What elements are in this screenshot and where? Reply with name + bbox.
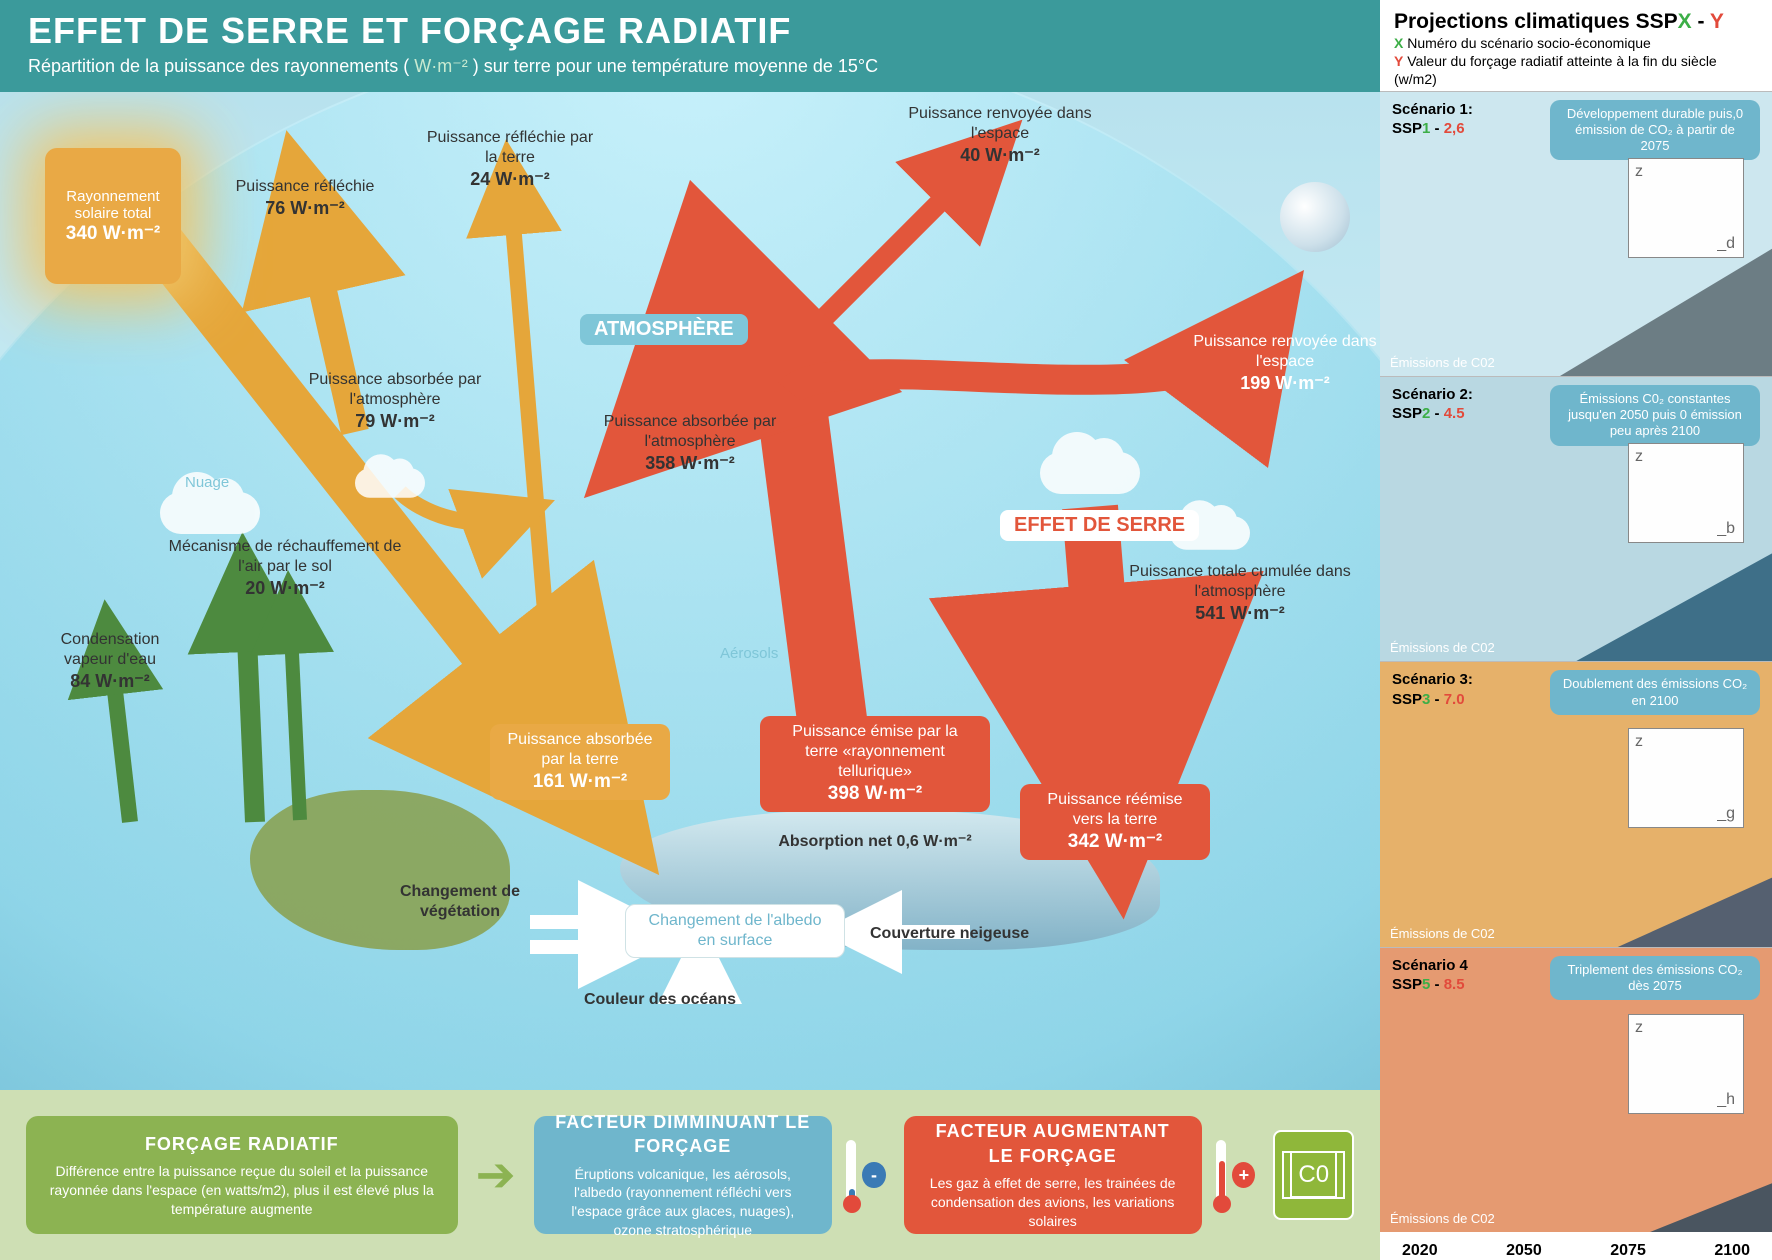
thermometer-icon bbox=[1216, 1140, 1227, 1210]
thermometer-icon bbox=[846, 1140, 857, 1210]
scenario-desc: Triplement des émissions CO₂ dès 2075 bbox=[1550, 956, 1760, 1001]
reflected-earth-label: Puissance réfléchie par la terre24 W·m⁻² bbox=[420, 128, 600, 191]
projections-panel: Projections climatiques SSPX - Y X Numér… bbox=[1380, 0, 1772, 1260]
timeline-axis: 2020 2050 2075 2100 bbox=[1380, 1232, 1772, 1260]
absorbed-earth-pill: Puissance absorbée par la terre161 W·m⁻² bbox=[490, 724, 670, 800]
aerosols-label: Aérosols bbox=[720, 645, 778, 662]
absorbed-atmo-label: Puissance absorbée par l'atmosphère79 W·… bbox=[300, 370, 490, 433]
emissions-label: Émissions de C02 bbox=[1390, 1211, 1495, 1226]
reflected-atmo-label: Puissance réfléchie76 W·m⁻² bbox=[225, 177, 385, 220]
scenario-desc: Doublement des émissions CO₂ en 2100 bbox=[1550, 670, 1760, 715]
emissions-label: Émissions de C02 bbox=[1390, 640, 1495, 655]
sent-space-label: Puissance renvoyée dans l'espace40 W·m⁻² bbox=[900, 104, 1100, 167]
header: EFFET DE SERRE ET FORÇAGE RADIATIF Répar… bbox=[0, 0, 1380, 92]
projections-header: Projections climatiques SSPX - Y X Numér… bbox=[1380, 0, 1772, 91]
scenario-label: Scénario 1: SSP1 - 2,6 bbox=[1392, 100, 1473, 139]
cloud-icon bbox=[1040, 452, 1140, 494]
mini-chart: z_h bbox=[1628, 1014, 1744, 1114]
albedo-center-box: Changement de l'albedo en surface bbox=[625, 904, 845, 958]
total-atmo-label: Puissance totale cumulée dans l'atmosphè… bbox=[1125, 562, 1355, 625]
absorption-net-label: Absorption net 0,6 W·m⁻² bbox=[760, 832, 990, 852]
facteur-augmentant-card: FACTEUR AUGMENTANT LE FORÇAGE Les gaz à … bbox=[904, 1116, 1202, 1234]
emissions-label: Émissions de C02 bbox=[1390, 926, 1495, 941]
page-subtitle: Répartition de la puissance des rayonnem… bbox=[28, 56, 1352, 77]
ocean-label: Couleur des océans bbox=[560, 990, 760, 1010]
mini-chart: z_b bbox=[1628, 443, 1744, 543]
absorbed-atmo2-label: Puissance absorbée par l'atmosphère358 W… bbox=[590, 412, 790, 475]
cloud-icon bbox=[160, 492, 260, 534]
scenario-row: Scénario 4 SSP5 - 8.5 Triplement des émi… bbox=[1380, 947, 1772, 1232]
scenario-desc: Émissions C0₂ constantes jusqu'en 2050 p… bbox=[1550, 385, 1760, 446]
radiation-diagram: Rayonnement solaire total 340 W·m⁻² Puis… bbox=[0, 92, 1380, 1090]
plus-badge: + bbox=[1232, 1162, 1255, 1188]
forcage-card: FORÇAGE RADIATIF Différence entre la pui… bbox=[26, 1116, 458, 1234]
cloud-icon bbox=[355, 468, 425, 497]
vegetation-label: Changement de végétation bbox=[360, 882, 560, 922]
atmosphere-tag: ATMOSPHÈRE bbox=[580, 314, 748, 345]
scenario-row: Scénario 2: SSP2 - 4.5 Émissions C0₂ con… bbox=[1380, 376, 1772, 661]
scenario-label: Scénario 4 SSP5 - 8.5 bbox=[1392, 956, 1468, 995]
reemitted-pill: Puissance réémise vers la terre342 W·m⁻² bbox=[1020, 784, 1210, 860]
mini-chart: z_d bbox=[1628, 158, 1744, 258]
sun-box: Rayonnement solaire total 340 W·m⁻² bbox=[45, 148, 181, 284]
page-title: EFFET DE SERRE ET FORÇAGE RADIATIF bbox=[28, 10, 1352, 52]
scenario-label: Scénario 2: SSP2 - 4.5 bbox=[1392, 385, 1473, 424]
condensation-label: Condensation vapeur d'eau84 W·m⁻² bbox=[40, 630, 180, 693]
facteur-diminuant-card: FACTEUR DIMMINUANT LE FORÇAGE Éruptions … bbox=[534, 1116, 832, 1234]
scenario-label: Scénario 3: SSP3 - 7.0 bbox=[1392, 670, 1473, 709]
logo-badge: C0 bbox=[1273, 1130, 1354, 1220]
sent-space2-label: Puissance renvoyée dans l'espace199 W·m⁻… bbox=[1190, 332, 1380, 395]
nuage-label: Nuage bbox=[185, 474, 229, 491]
mini-chart: z_g bbox=[1628, 728, 1744, 828]
minus-badge: - bbox=[862, 1162, 885, 1188]
scenario-desc: Développement durable puis,0 émission de… bbox=[1550, 100, 1760, 161]
emissions-label: Émissions de C02 bbox=[1390, 355, 1495, 370]
arrow-icon: ➔ bbox=[476, 1147, 516, 1203]
heating-label: Mécanisme de réchauffement de l'air par … bbox=[160, 537, 410, 600]
effet-serre-tag: EFFET DE SERRE bbox=[1000, 510, 1199, 541]
scenario-row: Scénario 1: SSP1 - 2,6 Développement dur… bbox=[1380, 91, 1772, 376]
neige-label: Couverture neigeuse bbox=[870, 924, 1070, 944]
scenario-row: Scénario 3: SSP3 - 7.0 Doublement des ém… bbox=[1380, 661, 1772, 946]
emitted-earth-pill: Puissance émise par la terre «rayonnemen… bbox=[760, 716, 990, 812]
footer-band: FORÇAGE RADIATIF Différence entre la pui… bbox=[0, 1090, 1380, 1260]
